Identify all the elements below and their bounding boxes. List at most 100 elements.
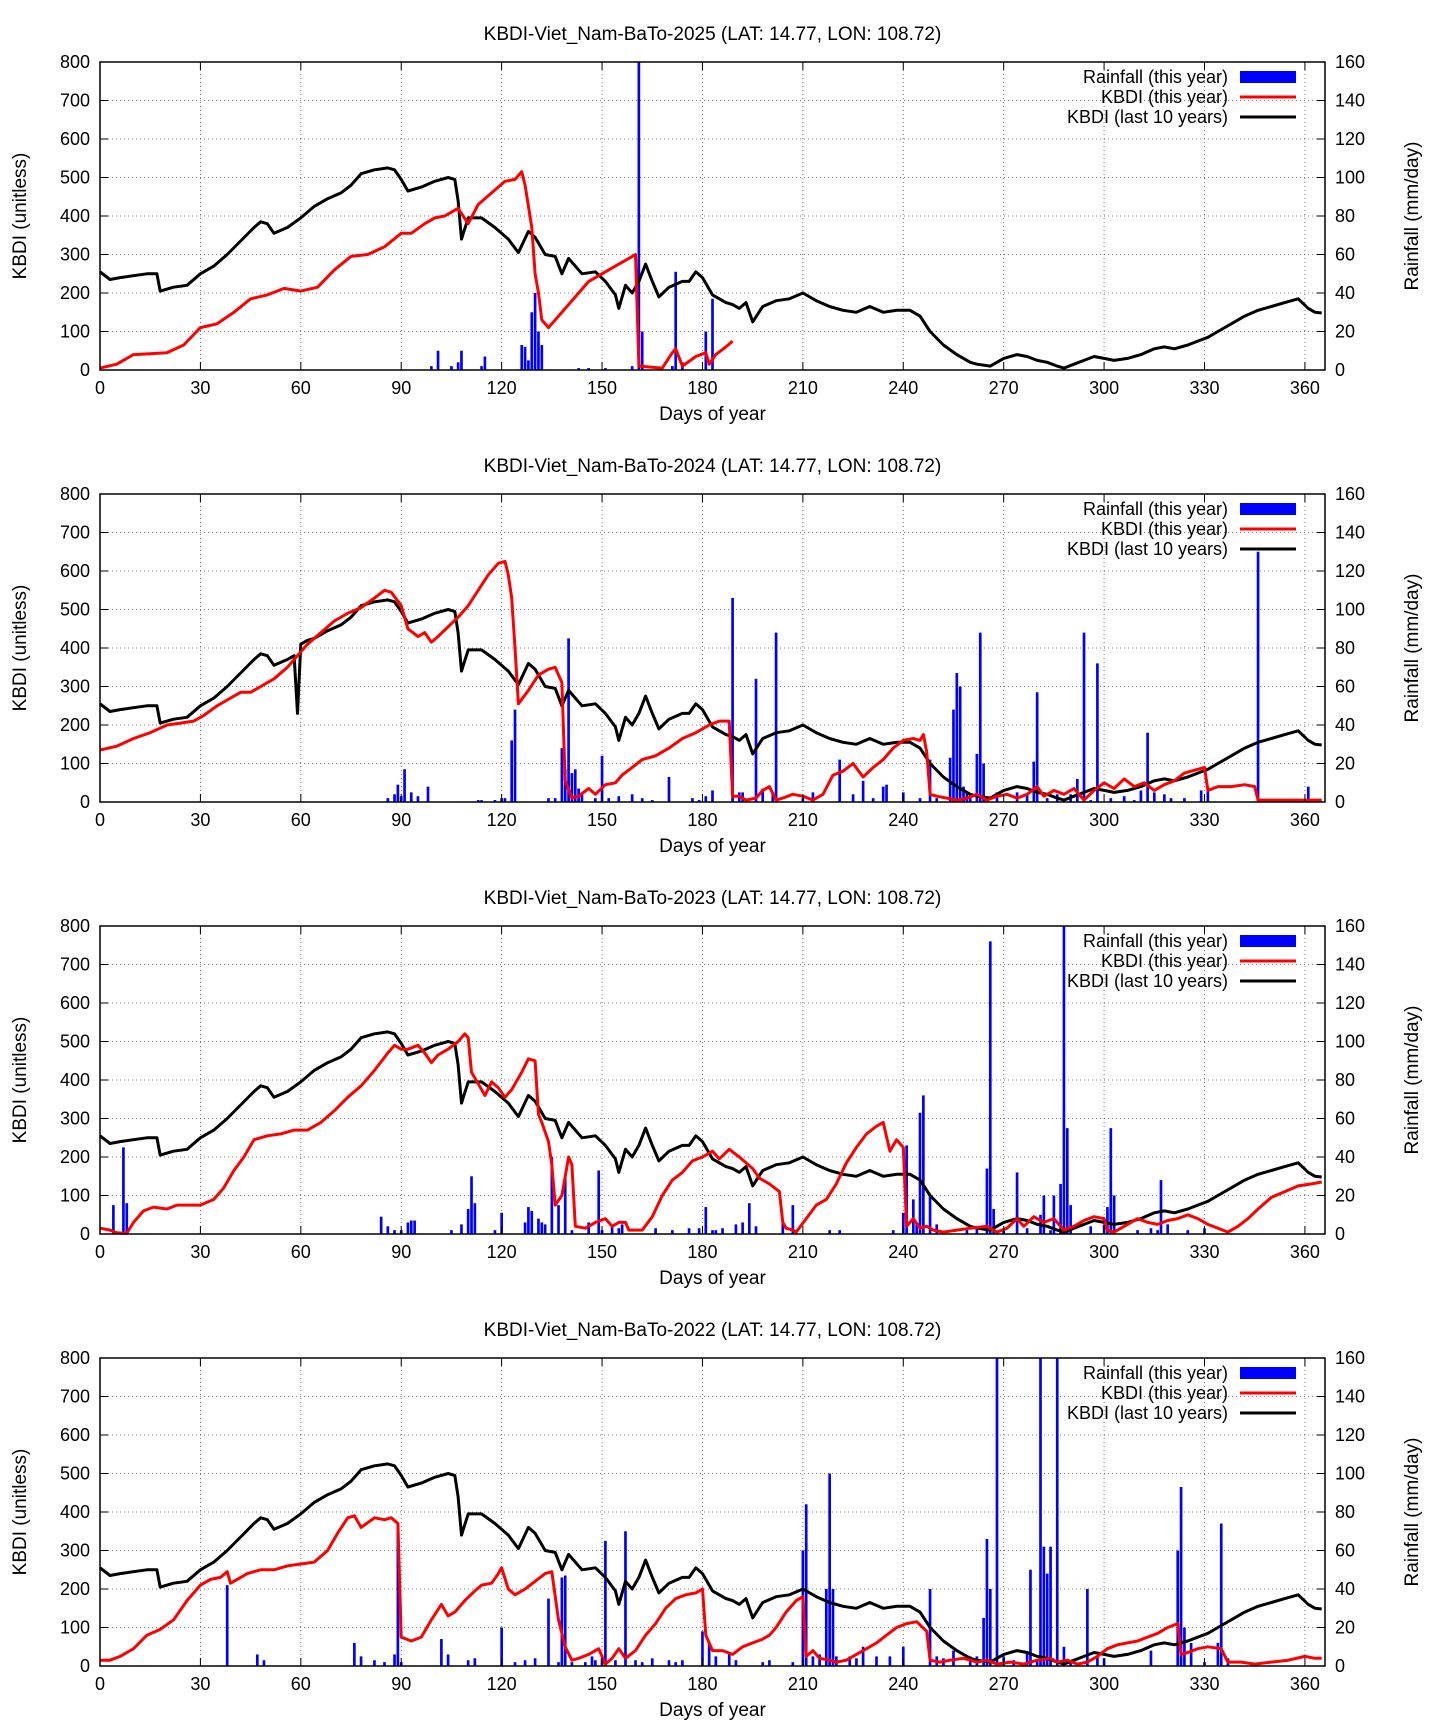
rainfall-bar bbox=[587, 1222, 590, 1234]
rainfall-bar bbox=[473, 1658, 477, 1666]
rainfall-bar bbox=[396, 1525, 400, 1666]
y2-tick-label: 100 bbox=[1335, 168, 1365, 188]
x-tick-label: 60 bbox=[291, 1242, 311, 1262]
rainfall-bar bbox=[952, 709, 955, 802]
legend-swatch-rainfall bbox=[1240, 71, 1296, 83]
legend: Rainfall (this year)KBDI (this year)KBDI… bbox=[1067, 931, 1296, 991]
rainfall-bar bbox=[734, 1660, 738, 1666]
rainfall-bar bbox=[741, 1222, 744, 1234]
rainfall-bar bbox=[604, 1540, 607, 1666]
rainfall-bar bbox=[493, 1230, 497, 1234]
rainfall-bar bbox=[460, 1224, 463, 1234]
legend-label-kbdi-this-year: KBDI (this year) bbox=[1101, 1383, 1228, 1403]
rainfall-bar bbox=[1042, 1546, 1046, 1666]
rainfall-bar bbox=[620, 1224, 624, 1234]
rainfall-bar bbox=[396, 784, 400, 802]
rainfall-bar bbox=[406, 1222, 410, 1234]
x-tick-label: 330 bbox=[1189, 1242, 1219, 1262]
y-tick-label: 600 bbox=[60, 1425, 90, 1445]
rainfall-bar bbox=[875, 1656, 878, 1666]
rainfall-bar bbox=[523, 1222, 527, 1234]
rainfall-bar bbox=[721, 1228, 724, 1234]
legend-label-rainfall: Rainfall (this year) bbox=[1083, 1363, 1228, 1383]
rainfall-bar bbox=[781, 1222, 785, 1234]
rainfall-bar bbox=[1152, 792, 1156, 802]
rainfall-bar bbox=[1169, 798, 1173, 802]
rainfall-bar bbox=[891, 1230, 895, 1234]
rainfall-bar bbox=[225, 1585, 229, 1666]
rainfall-bar bbox=[570, 1230, 574, 1234]
x-tick-label: 300 bbox=[1089, 1242, 1119, 1262]
x-tick-label: 150 bbox=[587, 1674, 617, 1694]
y2-tick-label: 120 bbox=[1335, 993, 1365, 1013]
rainfall-bar bbox=[928, 1195, 932, 1234]
rainfall-bar bbox=[383, 1662, 386, 1666]
rainfall-bar bbox=[466, 1660, 470, 1666]
rainfall-bar bbox=[804, 1504, 808, 1666]
x-tick-label: 120 bbox=[487, 1242, 517, 1262]
rainfall-bar bbox=[915, 1224, 919, 1234]
rainfall-bar bbox=[811, 792, 815, 802]
rainfall-bar bbox=[1183, 798, 1186, 802]
x-tick-label: 90 bbox=[391, 1674, 411, 1694]
x-tick-label: 300 bbox=[1089, 1674, 1119, 1694]
rainfall-bar bbox=[1086, 1589, 1089, 1666]
rainfall-bar bbox=[430, 366, 433, 370]
rainfall-bar bbox=[711, 298, 714, 370]
rainfall-bar bbox=[537, 1218, 540, 1234]
rainfall-bar bbox=[861, 780, 865, 802]
y-tick-label: 100 bbox=[60, 1618, 90, 1638]
y2-tick-label: 140 bbox=[1335, 91, 1365, 111]
y-tick-label: 800 bbox=[60, 484, 90, 504]
rainfall-bar bbox=[480, 366, 483, 370]
y-tick-label: 700 bbox=[60, 523, 90, 543]
x-tick-label: 360 bbox=[1290, 810, 1320, 830]
rainfall-bar bbox=[1015, 1172, 1019, 1234]
rainfall-bar bbox=[112, 1205, 115, 1234]
rainfall-bar bbox=[527, 360, 530, 370]
rainfall-bar bbox=[416, 796, 420, 802]
legend-label-rainfall: Rainfall (this year) bbox=[1083, 67, 1228, 87]
x-tick-label: 30 bbox=[190, 810, 210, 830]
y2-tick-label: 120 bbox=[1335, 1425, 1365, 1445]
rainfall-bar bbox=[553, 798, 557, 802]
rainfall-bar bbox=[393, 794, 396, 802]
kbdi-this-year-line bbox=[100, 1514, 1322, 1666]
y2-tick-label: 40 bbox=[1335, 1579, 1355, 1599]
rainfall-bar bbox=[901, 1212, 905, 1234]
y2-tick-label: 140 bbox=[1335, 523, 1365, 543]
rainfall-bar bbox=[1159, 1180, 1163, 1234]
rainfall-bar bbox=[962, 786, 965, 802]
rainfall-bar bbox=[426, 786, 430, 802]
y-tick-label: 0 bbox=[80, 1656, 90, 1676]
rainfall-bar bbox=[988, 941, 992, 1234]
rainfall-bar bbox=[570, 1662, 574, 1666]
rainfall-bar bbox=[594, 798, 597, 802]
rainfall-bar bbox=[540, 1222, 544, 1234]
rainfall-bar bbox=[885, 784, 888, 802]
rainfall-bar bbox=[255, 1654, 259, 1666]
legend-label-rainfall: Rainfall (this year) bbox=[1083, 931, 1228, 951]
rainfall-bar bbox=[1039, 1358, 1042, 1666]
rainfall-bar bbox=[1136, 1230, 1139, 1234]
rainfall-bar bbox=[918, 1112, 922, 1234]
rainfall-bar bbox=[670, 366, 674, 370]
rainfall-bar bbox=[791, 1205, 795, 1234]
rainfall-bar bbox=[1025, 1228, 1029, 1234]
legend-label-kbdi-this-year: KBDI (this year) bbox=[1101, 519, 1228, 539]
x-tick-label: 120 bbox=[487, 1674, 517, 1694]
x-axis-label: Days of year bbox=[659, 1268, 766, 1289]
x-tick-label: 240 bbox=[888, 1242, 918, 1262]
y-tick-label: 600 bbox=[60, 561, 90, 581]
rainfall-bar bbox=[570, 773, 574, 802]
y2-tick-label: 20 bbox=[1335, 754, 1355, 774]
y-tick-label: 200 bbox=[60, 1579, 90, 1599]
y2-tick-label: 100 bbox=[1335, 600, 1365, 620]
grid bbox=[100, 494, 1325, 802]
rainfall-bar bbox=[1106, 1207, 1109, 1234]
rainfall-bar bbox=[446, 1654, 450, 1666]
y2-tick-label: 0 bbox=[1335, 360, 1345, 380]
rainfall-bar bbox=[262, 1660, 266, 1666]
y-tick-label: 500 bbox=[60, 600, 90, 620]
rainfall-bar bbox=[543, 1224, 547, 1234]
